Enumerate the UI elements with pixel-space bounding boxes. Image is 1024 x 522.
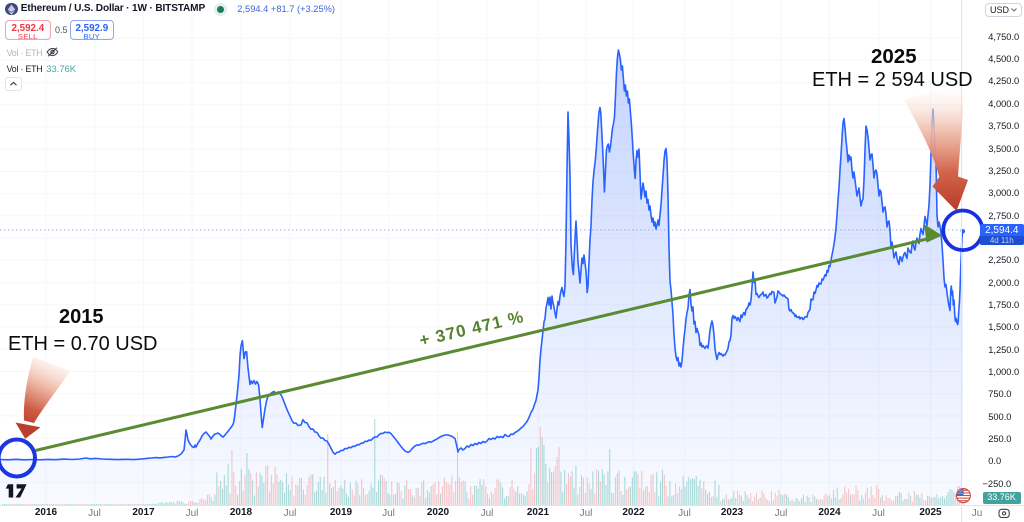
svg-text:+ 370 471 %: + 370 471 % (418, 307, 526, 350)
svg-text:ETH = 0.70 USD: ETH = 0.70 USD (8, 333, 158, 355)
svg-text:ETH = 2 594 USD: ETH = 2 594 USD (812, 69, 973, 91)
svg-text:2025: 2025 (871, 45, 917, 68)
svg-text:2015: 2015 (59, 306, 104, 328)
